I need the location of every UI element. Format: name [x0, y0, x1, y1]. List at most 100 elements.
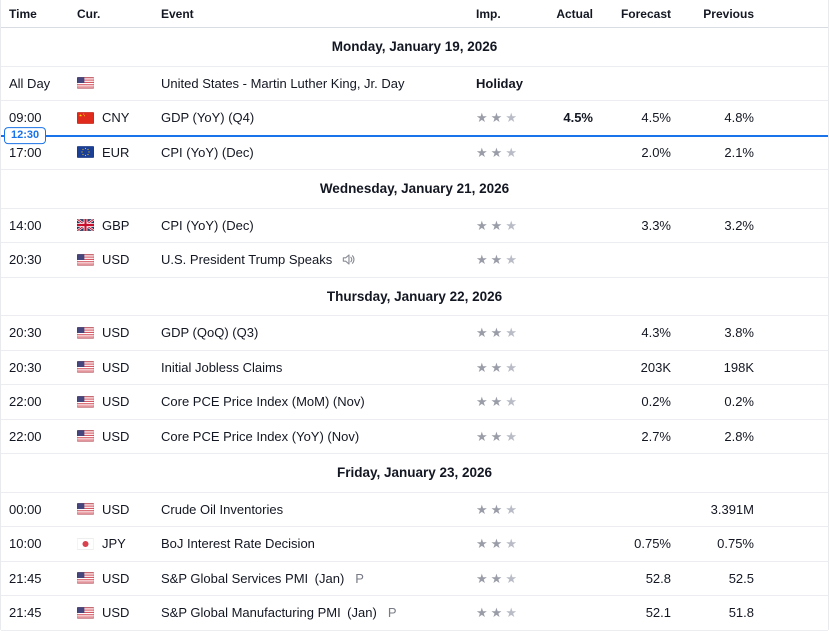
- currency-flag-icon: [77, 503, 94, 516]
- currency-code: USD: [102, 252, 130, 268]
- star-icon: [505, 394, 517, 409]
- event-time: 21:45: [9, 605, 42, 621]
- star-icon: [476, 536, 488, 551]
- importance-stars: [476, 145, 517, 160]
- currency-code: JPY: [102, 536, 126, 552]
- star-icon: [491, 394, 503, 409]
- col-header-actual: Actual: [556, 6, 593, 21]
- event-row[interactable]: 22:00 USD Core PCE Price Index (MoM) (No…: [1, 385, 828, 420]
- flag-eu-icon: [77, 146, 94, 159]
- star-icon: [476, 571, 488, 586]
- star-icon: [505, 605, 517, 620]
- event-row[interactable]: 20:30 USD Initial Jobless Claims: [1, 350, 828, 385]
- star-icon: [491, 110, 503, 125]
- event-row[interactable]: 00:00 USD Crude Oil Inventories: [1, 492, 828, 527]
- event-row[interactable]: 17:00 EUR CPI (YoY) (Dec): [1, 135, 828, 170]
- currency-flag-icon: [77, 395, 94, 408]
- holiday-label: Holiday: [476, 75, 523, 91]
- current-time-line: [1, 134, 828, 137]
- preliminary-flag: P: [355, 570, 364, 586]
- flag-jp-icon: [77, 537, 94, 550]
- currency-code: GBP: [102, 217, 130, 233]
- event-row[interactable]: 20:30 USD GDP (QoQ) (Q3): [1, 316, 828, 351]
- currency-flag-icon: [77, 146, 94, 159]
- event-time: 21:45: [9, 570, 42, 586]
- current-time-pill: 12:30: [4, 126, 47, 145]
- star-icon: [505, 502, 517, 517]
- previous-value: 3.391M: [710, 501, 754, 517]
- star-icon: [491, 571, 503, 586]
- previous-value: 4.8%: [724, 110, 754, 126]
- event-title: United States - Martin Luther King, Jr. …: [161, 75, 405, 91]
- star-icon: [505, 325, 517, 340]
- currency-code: EUR: [102, 144, 130, 160]
- star-icon: [491, 429, 503, 444]
- calendar-body: Monday, January 19, 2026 All Day United …: [1, 28, 828, 631]
- importance-stars: [476, 429, 517, 444]
- importance-stars: [476, 605, 517, 620]
- event-time: 17:00: [9, 144, 42, 160]
- date-label: Thursday, January 22, 2026: [326, 288, 503, 304]
- event-time: All Day: [9, 75, 51, 91]
- currency-flag-icon: [77, 111, 94, 124]
- previous-value: 0.2%: [724, 394, 754, 410]
- event-time: 22:00: [9, 394, 42, 410]
- date-label: Wednesday, January 21, 2026: [319, 181, 510, 197]
- event-row[interactable]: 14:00 GBP CPI (YoY) (Dec): [1, 208, 828, 243]
- col-header-forecast: Forecast: [620, 6, 671, 21]
- event-row[interactable]: 09:00 CNY GDP (YoY) (Q4) 4.5%: [1, 101, 828, 145]
- currency-flag-icon: [77, 77, 94, 90]
- star-icon: [505, 145, 517, 160]
- event-title: CPI (YoY) (Dec): [161, 144, 254, 160]
- previous-value: 3.2%: [724, 217, 754, 233]
- date-header-row: Friday, January 23, 2026: [1, 454, 828, 493]
- forecast-value: 52.1: [645, 605, 671, 621]
- star-icon: [476, 325, 488, 340]
- event-row[interactable]: 10:00 JPY BoJ Interest Rate Decision 0: [1, 527, 828, 562]
- importance-stars: [476, 360, 517, 375]
- date-header-row: Wednesday, January 21, 2026: [1, 170, 828, 209]
- star-icon: [491, 360, 503, 375]
- flag-us-icon: [77, 361, 94, 374]
- forecast-value: 0.75%: [634, 536, 671, 552]
- flag-us-icon: [77, 395, 94, 408]
- star-icon: [476, 145, 488, 160]
- currency-flag-icon: [77, 430, 94, 443]
- currency-code: CNY: [102, 110, 130, 126]
- event-time: 10:00: [9, 536, 42, 552]
- flag-us-icon: [77, 572, 94, 585]
- date-header-row: Thursday, January 22, 2026: [1, 277, 828, 316]
- star-icon: [476, 110, 488, 125]
- preliminary-flag: P: [387, 605, 397, 621]
- star-icon: [491, 218, 503, 233]
- previous-value: 3.8%: [724, 325, 754, 341]
- flag-us-icon: [77, 430, 94, 443]
- speaker-icon: [341, 252, 356, 267]
- flag-us-icon: [77, 606, 94, 619]
- forecast-value: 2.7%: [641, 428, 671, 444]
- col-header-previous: Previous: [703, 6, 754, 21]
- flag-cn-icon: [77, 111, 94, 124]
- currency-flag-icon: [77, 219, 94, 232]
- event-title: Crude Oil Inventories: [161, 501, 284, 517]
- star-icon: [505, 110, 517, 125]
- forecast-value: 2.0%: [641, 144, 671, 160]
- col-header-currency: Cur.: [77, 6, 101, 21]
- star-icon: [505, 429, 517, 444]
- importance-stars: [476, 110, 517, 125]
- event-row[interactable]: 22:00 USD Core PCE Price Index (YoY) (No…: [1, 419, 828, 454]
- star-icon: [505, 218, 517, 233]
- star-icon: [505, 536, 517, 551]
- star-icon: [476, 394, 488, 409]
- event-row[interactable]: All Day United States - Martin Luther Ki…: [1, 66, 828, 101]
- event-title: U.S. President Trump Speaks: [161, 252, 333, 268]
- star-icon: [476, 218, 488, 233]
- currency-code: USD: [102, 394, 130, 410]
- event-row[interactable]: 21:45 USD S&P Global Manufacturing PMI (…: [1, 596, 828, 631]
- event-title: GDP (YoY) (Q4): [161, 110, 255, 126]
- star-icon: [505, 571, 517, 586]
- event-row[interactable]: 21:45 USD S&P Global Services PMI (Jan) …: [1, 561, 828, 596]
- event-row[interactable]: 20:30 USD U.S. President Trump Speaks: [1, 243, 828, 278]
- col-header-importance: Imp.: [476, 6, 501, 21]
- event-time: 00:00: [9, 501, 42, 517]
